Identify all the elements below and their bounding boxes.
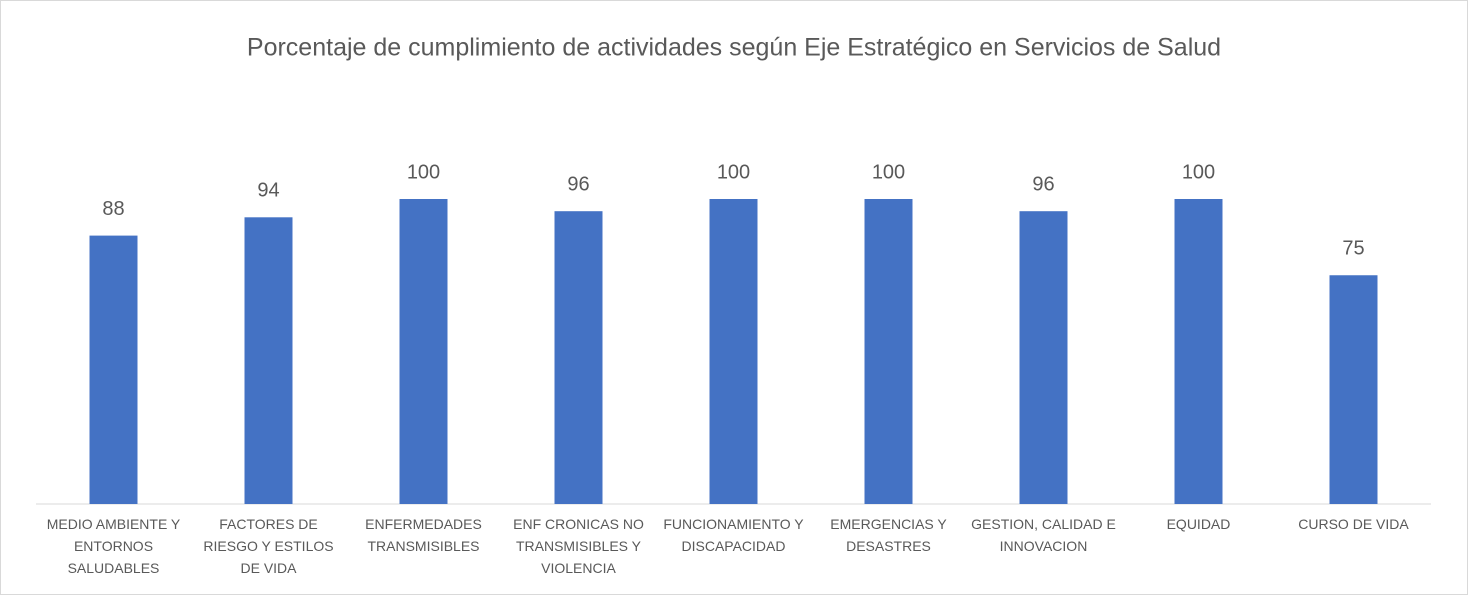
x-tick-label: CURSO DE VIDA — [1298, 516, 1409, 532]
bar — [1174, 199, 1223, 504]
bar — [1019, 211, 1068, 504]
bar — [864, 199, 913, 504]
bar — [709, 199, 758, 504]
x-tick-label: EMERGENCIAS Y DESASTRES — [830, 516, 947, 554]
value-label: 75 — [1342, 238, 1364, 260]
bar — [554, 211, 603, 504]
x-tick-label: EQUIDAD — [1166, 516, 1231, 532]
x-tick-label: ENFERMEDADES TRANSMISIBLES — [365, 516, 482, 554]
value-label: 96 — [1032, 173, 1054, 195]
value-label: 100 — [872, 161, 905, 183]
value-label: 88 — [102, 198, 124, 220]
x-tick-label: FACTORES DE RIESGO Y ESTILOS DE VIDA — [203, 516, 334, 576]
bar — [1329, 275, 1378, 504]
x-tick-label: FUNCIONAMIENTO Y DISCAPACIDAD — [663, 516, 804, 554]
x-tick-label: GESTION, CALIDAD E INNOVACION — [971, 516, 1116, 554]
x-tick-label: MEDIO AMBIENTE Y ENTORNOS SALUDABLES — [46, 516, 181, 576]
value-label: 100 — [407, 161, 440, 183]
bar — [244, 217, 293, 505]
bar — [89, 235, 138, 504]
chart-title: Porcentaje de cumplimiento de actividade… — [247, 34, 1221, 62]
value-label: 100 — [717, 161, 750, 183]
value-label: 100 — [1182, 161, 1215, 183]
x-tick-label: ENF CRONICAS NO TRANSMISIBLES Y VIOLENCI… — [513, 516, 644, 576]
value-label: 94 — [257, 180, 279, 202]
value-label: 96 — [567, 173, 589, 195]
bar — [399, 199, 448, 504]
